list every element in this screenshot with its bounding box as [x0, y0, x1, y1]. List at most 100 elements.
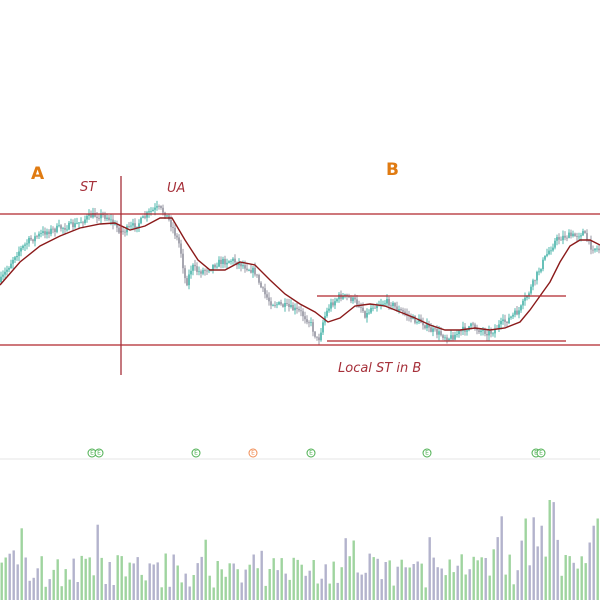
- candle-body: [470, 323, 472, 327]
- event-marker[interactable]: E: [94, 448, 104, 458]
- candle-body: [16, 256, 18, 258]
- volume-bar: [592, 525, 595, 600]
- volume-bar: [360, 574, 363, 600]
- event-marker[interactable]: E: [248, 448, 258, 458]
- candle-body: [362, 307, 364, 312]
- volume-bar: [180, 582, 183, 600]
- candle-body: [48, 231, 50, 234]
- candle-body: [302, 311, 304, 317]
- volume-bar: [480, 557, 483, 600]
- svg-text:E: E: [309, 450, 313, 457]
- event-marker[interactable]: E: [422, 448, 432, 458]
- candle-body: [304, 316, 306, 320]
- volume-bar: [148, 563, 151, 600]
- candle-body: [252, 267, 254, 273]
- candle-body: [520, 305, 522, 311]
- candle-body: [200, 271, 202, 274]
- candle-body: [282, 304, 284, 307]
- candle-body: [596, 248, 598, 250]
- candle-body: [58, 225, 60, 227]
- volume-bar: [236, 569, 239, 600]
- candle-body: [160, 206, 162, 208]
- candle-body: [542, 259, 544, 270]
- candle-body: [586, 233, 588, 241]
- candle-body: [422, 322, 424, 326]
- volume-bar: [204, 539, 207, 600]
- volume-bar: [508, 554, 511, 600]
- volume-bar: [568, 556, 571, 600]
- volume-bar: [372, 557, 375, 600]
- candle-body: [572, 233, 574, 237]
- candle-body: [584, 231, 586, 234]
- svg-text:E: E: [539, 450, 543, 457]
- volume-bar: [352, 540, 355, 600]
- volume-bar: [304, 575, 307, 600]
- event-marker[interactable]: E: [306, 448, 316, 458]
- candle-body: [232, 258, 234, 261]
- volume-bar: [80, 555, 83, 600]
- candle-body: [374, 307, 376, 309]
- volume-bar: [172, 554, 175, 600]
- volume-bar: [128, 562, 131, 600]
- candle-body: [64, 228, 66, 230]
- candle-body: [38, 233, 40, 237]
- volume-bar: [96, 524, 99, 600]
- candle-body: [114, 223, 116, 225]
- volume-bar: [560, 575, 563, 600]
- candle-body: [212, 264, 214, 270]
- volume-bar: [500, 516, 503, 600]
- candle-body: [506, 321, 508, 323]
- volume-bar: [220, 569, 223, 600]
- volume-bar: [516, 570, 519, 600]
- event-marker[interactable]: E: [191, 448, 201, 458]
- candle-body: [428, 323, 430, 328]
- volume-bar: [280, 558, 283, 600]
- volume-bar: [300, 564, 303, 600]
- candle-body: [524, 297, 526, 301]
- candle-body: [158, 206, 160, 207]
- local-st-in-b-label: Local ST in B: [338, 361, 421, 376]
- candle-body: [92, 213, 94, 218]
- candle-body: [60, 225, 62, 229]
- candle-body: [4, 271, 6, 275]
- candle-body: [52, 228, 54, 230]
- volume-bar: [48, 579, 51, 600]
- candle-body: [46, 231, 48, 235]
- candle-body: [226, 262, 228, 265]
- candle-body: [134, 223, 136, 228]
- event-marker[interactable]: E: [536, 448, 546, 458]
- phase-b-label: B: [386, 160, 399, 180]
- candle-body: [558, 237, 560, 240]
- candle-body: [474, 324, 476, 329]
- candle-body: [10, 263, 12, 269]
- volume-bar: [460, 554, 463, 600]
- event-marker[interactable]: E: [87, 448, 97, 458]
- candle-body: [258, 275, 260, 283]
- volume-bar: [580, 556, 583, 600]
- candle-body: [44, 231, 46, 235]
- candle-body: [132, 223, 134, 226]
- candle-body: [364, 311, 366, 318]
- candle-body: [448, 338, 450, 341]
- candle-body: [220, 259, 222, 264]
- candle-body: [310, 322, 312, 323]
- candle-body: [18, 251, 20, 256]
- candle-body: [248, 269, 250, 271]
- candle-body: [386, 299, 388, 304]
- volume-bar: [484, 558, 487, 600]
- candle-body: [544, 255, 546, 260]
- candle-body: [566, 237, 568, 239]
- volume-bar: [324, 564, 327, 600]
- candle-body: [172, 227, 174, 228]
- candle-body: [96, 216, 98, 218]
- candle-body: [176, 235, 178, 238]
- candle-body: [222, 258, 224, 264]
- candle-body: [548, 250, 550, 255]
- volume-bar: [444, 575, 447, 600]
- candle-body: [112, 219, 114, 225]
- candle-body: [410, 316, 412, 319]
- volume-bar: [528, 565, 531, 600]
- candle-body: [392, 302, 394, 307]
- candle-body: [270, 301, 272, 306]
- candle-body: [138, 223, 140, 227]
